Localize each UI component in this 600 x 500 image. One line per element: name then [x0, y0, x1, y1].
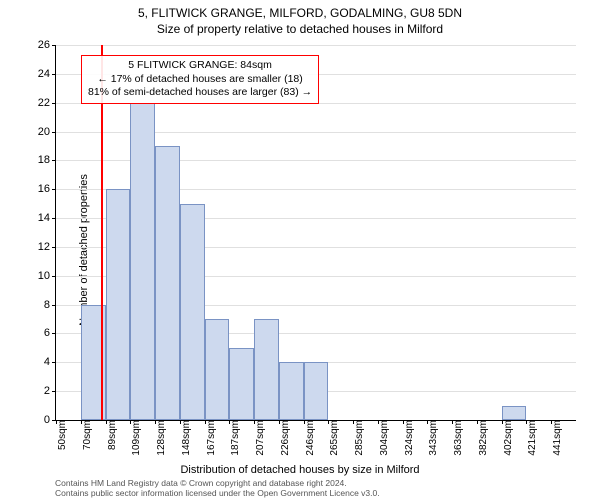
- xtick-label: 167sqm: [201, 420, 217, 456]
- xtick-label: 246sqm: [300, 420, 316, 456]
- footer-line2: Contains public sector information licen…: [55, 488, 380, 498]
- xtick-label: 324sqm: [399, 420, 415, 456]
- ytick-label: 18: [38, 154, 56, 166]
- footer-text: Contains HM Land Registry data © Crown c…: [55, 478, 380, 498]
- plot-area: 0246810121416182022242650sqm70sqm89sqm10…: [55, 45, 576, 421]
- histogram-bar: [229, 348, 254, 420]
- ytick-label: 24: [38, 68, 56, 80]
- histogram-bar: [502, 406, 527, 420]
- ytick-label: 26: [38, 39, 56, 51]
- histogram-bar: [155, 146, 180, 420]
- gridline: [56, 45, 576, 46]
- histogram-bar: [205, 319, 230, 420]
- xtick-label: 343sqm: [423, 420, 439, 456]
- ytick-label: 6: [44, 327, 56, 339]
- annotation-box: 5 FLITWICK GRANGE: 84sqm ← 17% of detach…: [81, 55, 319, 104]
- ytick-label: 14: [38, 212, 56, 224]
- xtick-label: 109sqm: [126, 420, 142, 456]
- ytick-label: 12: [38, 241, 56, 253]
- xtick-label: 441sqm: [547, 420, 563, 456]
- chart-subtitle: Size of property relative to detached ho…: [0, 22, 600, 36]
- ytick-label: 2: [44, 385, 56, 397]
- xtick-label: 148sqm: [176, 420, 192, 456]
- xtick-label: 187sqm: [225, 420, 241, 456]
- xtick-label: 89sqm: [102, 420, 118, 450]
- xtick-label: 402sqm: [498, 420, 514, 456]
- xtick-label: 50sqm: [52, 420, 68, 450]
- xtick-label: 304sqm: [374, 420, 390, 456]
- xtick-label: 421sqm: [522, 420, 538, 456]
- xtick-label: 285sqm: [349, 420, 365, 456]
- xtick-label: 265sqm: [324, 420, 340, 456]
- xtick-label: 70sqm: [77, 420, 93, 450]
- histogram-bar: [254, 319, 279, 420]
- ytick-label: 22: [38, 97, 56, 109]
- ytick-label: 20: [38, 126, 56, 138]
- xtick-label: 226sqm: [275, 420, 291, 456]
- chart-title: 5, FLITWICK GRANGE, MILFORD, GODALMING, …: [0, 6, 600, 20]
- xtick-label: 207sqm: [250, 420, 266, 456]
- ytick-label: 8: [44, 299, 56, 311]
- xtick-label: 128sqm: [151, 420, 167, 456]
- ytick-label: 10: [38, 270, 56, 282]
- annotation-line2: ← 17% of detached houses are smaller (18…: [88, 73, 312, 87]
- histogram-bar: [304, 362, 329, 420]
- annotation-line3: 81% of semi-detached houses are larger (…: [88, 86, 312, 100]
- x-axis-label: Distribution of detached houses by size …: [0, 464, 600, 476]
- footer-line1: Contains HM Land Registry data © Crown c…: [55, 478, 380, 488]
- histogram-bar: [279, 362, 304, 420]
- chart-container: 5, FLITWICK GRANGE, MILFORD, GODALMING, …: [0, 0, 600, 500]
- annotation-line1: 5 FLITWICK GRANGE: 84sqm: [88, 59, 312, 73]
- histogram-bar: [106, 189, 131, 420]
- ytick-label: 4: [44, 356, 56, 368]
- histogram-bar: [130, 103, 155, 420]
- ytick-label: 16: [38, 183, 56, 195]
- histogram-bar: [180, 204, 205, 420]
- xtick-label: 382sqm: [473, 420, 489, 456]
- xtick-label: 363sqm: [448, 420, 464, 456]
